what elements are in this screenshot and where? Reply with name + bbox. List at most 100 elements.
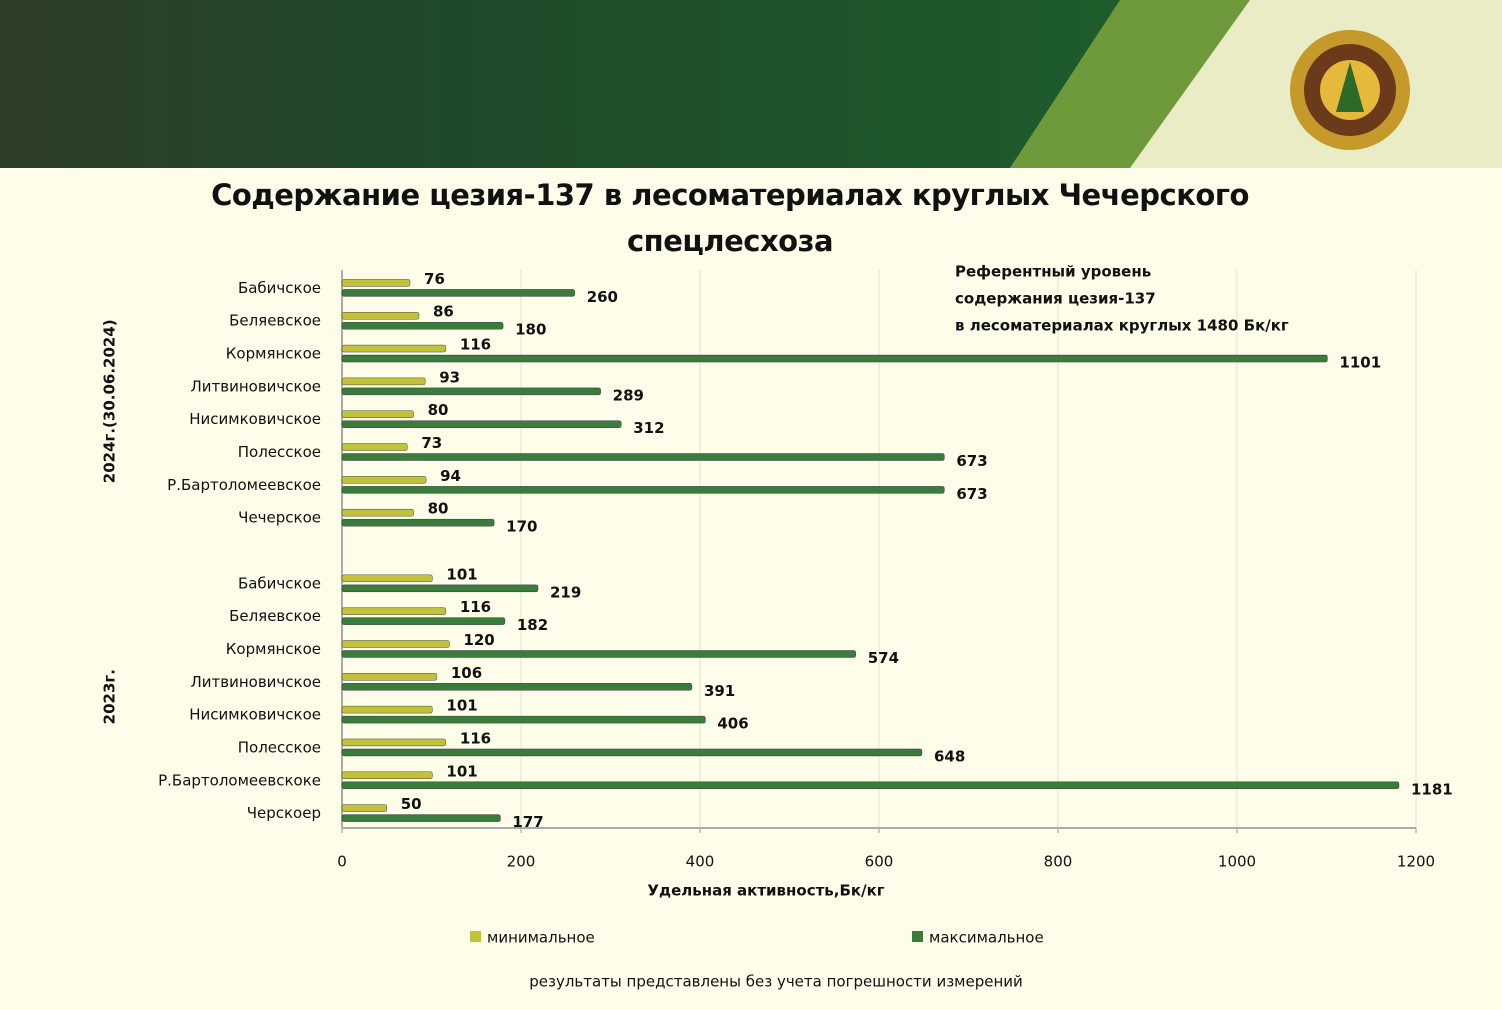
- value-label: 94: [440, 467, 461, 485]
- bar: [341, 738, 447, 747]
- y-tick-label: Кормянское: [226, 640, 321, 658]
- logo-tree: [1336, 62, 1364, 112]
- x-tick-label: 600: [865, 853, 894, 871]
- bar: [341, 814, 501, 822]
- bar: [341, 574, 433, 583]
- bar: [341, 650, 856, 658]
- value-label: 50: [401, 795, 422, 813]
- value-label: 101: [446, 565, 477, 583]
- y-tick-label: Р.Бартоломеевское: [167, 476, 321, 494]
- value-label: 391: [704, 682, 735, 700]
- bar: [341, 312, 420, 320]
- bar: [341, 804, 387, 812]
- legend-label: максимальное: [929, 929, 1044, 947]
- value-label: 260: [587, 288, 618, 306]
- bar: [341, 705, 433, 714]
- value-label: 180: [515, 321, 546, 339]
- bar: [341, 508, 414, 517]
- x-tick-label: 1000: [1218, 853, 1256, 871]
- value-label: 648: [934, 747, 965, 765]
- bar: [341, 607, 447, 615]
- value-label: 673: [956, 485, 987, 503]
- annotation: в лесоматериалах круглых 1480 Бк/кг: [955, 317, 1289, 335]
- bar: [341, 443, 408, 451]
- x-tick-label: 800: [1044, 853, 1073, 871]
- bar: [341, 748, 923, 757]
- value-label: 116: [460, 336, 491, 354]
- annotation: содержания цезия-137: [955, 290, 1156, 308]
- value-label: 574: [868, 649, 899, 667]
- bar: [341, 476, 427, 484]
- bar: [341, 377, 426, 386]
- value-label: 289: [613, 386, 644, 404]
- x-tick-label: 1200: [1397, 853, 1435, 871]
- ornament-band: [1010, 0, 1250, 168]
- bar: [341, 322, 504, 330]
- bar: [341, 683, 693, 691]
- x-tick-label: 0: [337, 853, 347, 871]
- bar: [341, 518, 495, 527]
- y-tick-label: Бабичское: [238, 279, 321, 297]
- y-tick-label: Литвиновичское: [190, 377, 321, 395]
- bar: [341, 617, 506, 625]
- legend-label: минимальное: [487, 929, 595, 947]
- value-label: 177: [512, 813, 543, 831]
- value-label: 406: [717, 715, 748, 733]
- y-tick-label: Чечерское: [238, 509, 321, 527]
- value-label: 170: [506, 518, 537, 536]
- value-label: 673: [956, 452, 987, 470]
- y-tick-label: Полесское: [238, 443, 321, 461]
- x-axis-label: Удельная активность,Бк/кг: [647, 882, 884, 900]
- legend-swatch: [912, 931, 923, 942]
- value-label: 219: [550, 583, 581, 601]
- y-tick-label: Бабичское: [238, 574, 321, 592]
- value-label: 101: [446, 762, 477, 780]
- y-tick-label: Нисимковичское: [189, 410, 321, 428]
- value-label: 80: [428, 500, 449, 518]
- y-tick-label: Литвиновичское: [190, 673, 321, 691]
- group-label: 2024г.(30.06.2024): [101, 319, 119, 483]
- value-label: 1181: [1411, 780, 1453, 798]
- value-label: 93: [439, 368, 460, 386]
- value-label: 312: [633, 419, 664, 437]
- value-label: 73: [421, 434, 442, 452]
- y-tick-label: Беляевское: [229, 607, 321, 625]
- value-label: 116: [460, 598, 491, 616]
- value-label: 86: [433, 303, 454, 321]
- bar: [341, 781, 1400, 789]
- value-label: 1101: [1339, 354, 1381, 372]
- chart-title: Содержание цезия-137 в лесоматериалах кр…: [211, 178, 1249, 258]
- value-label: 116: [460, 729, 491, 747]
- bar: [341, 387, 601, 396]
- y-tick-label: Черскоер: [247, 804, 321, 822]
- bar: [341, 715, 706, 724]
- value-label: 80: [428, 401, 449, 419]
- bar: [341, 486, 945, 494]
- bar: [341, 771, 433, 779]
- y-tick-label: Нисимковичское: [189, 706, 321, 724]
- value-label: 101: [446, 697, 477, 715]
- bar: [341, 673, 438, 681]
- bar: [341, 279, 411, 287]
- value-label: 106: [451, 664, 482, 682]
- bar: [341, 420, 622, 428]
- y-tick-label: Беляевское: [229, 312, 321, 330]
- value-label: 76: [424, 270, 445, 288]
- y-tick-label: Р.Бартоломеевскоке: [158, 771, 321, 789]
- value-label: 120: [463, 631, 494, 649]
- bar: [341, 354, 1328, 363]
- annotation: Референтный уровень: [955, 263, 1151, 281]
- bar: [341, 344, 447, 353]
- value-label: 182: [517, 616, 548, 634]
- x-tick-label: 400: [686, 853, 715, 871]
- legend-swatch: [470, 931, 481, 942]
- group-label: 2023г.: [101, 669, 119, 724]
- bar: [341, 410, 414, 418]
- y-tick-label: Полесское: [238, 738, 321, 756]
- x-tick-label: 200: [507, 853, 536, 871]
- bar: [341, 584, 539, 593]
- y-tick-label: Кормянское: [226, 345, 321, 363]
- bar: [341, 289, 575, 297]
